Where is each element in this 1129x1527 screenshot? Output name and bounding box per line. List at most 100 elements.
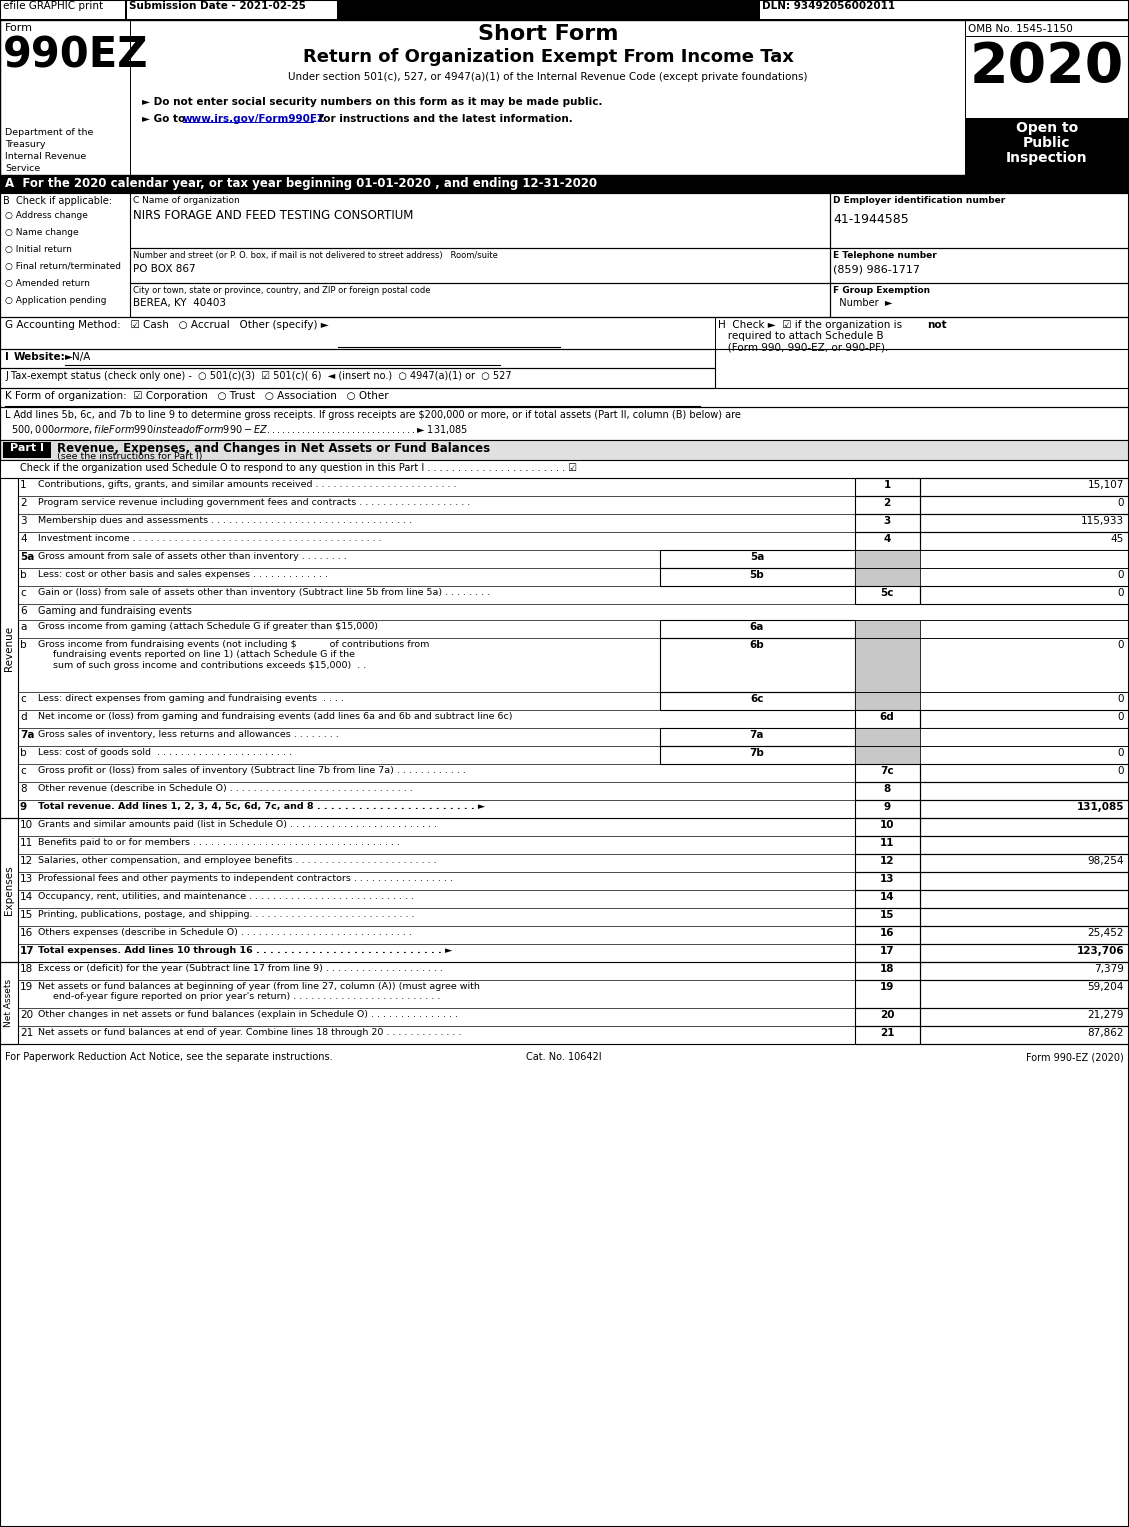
Text: Internal Revenue: Internal Revenue [5, 153, 86, 160]
Text: 0: 0 [1118, 588, 1124, 599]
Bar [855, 531, 920, 550]
Text: (859) 986-1717: (859) 986-1717 [833, 266, 920, 275]
Bar [130, 192, 830, 247]
Bar [660, 550, 855, 568]
Text: ○ Amended return: ○ Amended return [5, 279, 90, 289]
Text: Gross profit or (loss) from sales of inventory (Subtract line 7b from line 7a) .: Gross profit or (loss) from sales of inv… [38, 767, 466, 776]
Text: Submission Date - 2021-02-25: Submission Date - 2021-02-25 [129, 2, 306, 11]
Text: 115,933: 115,933 [1080, 516, 1124, 525]
Bar [855, 890, 920, 909]
Text: 16: 16 [879, 928, 894, 938]
Text: Open to: Open to [1016, 121, 1078, 134]
Text: b: b [20, 570, 27, 580]
Text: Revenue: Revenue [5, 626, 14, 670]
Text: 2: 2 [883, 498, 891, 508]
Text: Less: cost of goods sold  . . . . . . . . . . . . . . . . . . . . . . .: Less: cost of goods sold . . . . . . . .… [38, 748, 292, 757]
Bar [660, 568, 855, 586]
Bar [660, 728, 855, 747]
Bar [855, 944, 920, 962]
Text: 4: 4 [20, 534, 27, 544]
Text: 0: 0 [1118, 748, 1124, 757]
Bar [920, 692, 1129, 710]
Text: 0: 0 [1118, 767, 1124, 776]
Text: Gain or (loss) from sale of assets other than inventory (Subtract line 5b from l: Gain or (loss) from sale of assets other… [38, 588, 490, 597]
Text: 7a: 7a [20, 730, 35, 741]
Bar [760, 2, 1128, 18]
Text: Investment income . . . . . . . . . . . . . . . . . . . . . . . . . . . . . . . : Investment income . . . . . . . . . . . … [38, 534, 382, 544]
Bar [130, 282, 830, 318]
Text: c: c [20, 693, 26, 704]
Bar [920, 478, 1129, 496]
Bar [855, 962, 920, 980]
Bar [126, 2, 336, 18]
Text: 1: 1 [883, 479, 891, 490]
Text: ○ Address change: ○ Address change [5, 211, 88, 220]
Bar [830, 192, 1129, 247]
Text: Public: Public [1023, 136, 1070, 150]
Bar [0, 962, 18, 1044]
Text: 3: 3 [20, 516, 27, 525]
Text: 0: 0 [1118, 693, 1124, 704]
Bar [855, 550, 920, 568]
Text: 0: 0 [1118, 712, 1124, 722]
Bar [920, 980, 1129, 1008]
Bar [920, 962, 1129, 980]
Bar [0, 176, 1129, 192]
Text: Gaming and fundraising events: Gaming and fundraising events [38, 606, 192, 615]
Text: OMB No. 1545-1150: OMB No. 1545-1150 [968, 24, 1073, 34]
Text: Net Assets: Net Assets [5, 979, 14, 1028]
Text: 14: 14 [20, 892, 33, 902]
Text: 11: 11 [879, 838, 894, 847]
Bar [920, 747, 1129, 764]
Text: Grants and similar amounts paid (list in Schedule O) . . . . . . . . . . . . . .: Grants and similar amounts paid (list in… [38, 820, 437, 829]
Text: H  Check ►  ☑ if the organization is: H Check ► ☑ if the organization is [718, 321, 905, 330]
Text: 2020: 2020 [970, 40, 1124, 95]
Text: 18: 18 [20, 964, 33, 974]
Text: 15: 15 [879, 910, 894, 919]
Bar [920, 496, 1129, 515]
Text: 45: 45 [1111, 534, 1124, 544]
Bar [855, 692, 920, 710]
Bar [920, 1008, 1129, 1026]
Text: 990EZ: 990EZ [3, 35, 149, 76]
Text: $500,000 or more, file Form 990 instead of Form 990-EZ . . . . . . . . . . . . .: $500,000 or more, file Form 990 instead … [5, 423, 469, 437]
Bar [0, 0, 1129, 20]
Text: Short Form: Short Form [478, 24, 619, 44]
Text: 7,379: 7,379 [1094, 964, 1124, 974]
Text: Under section 501(c), 527, or 4947(a)(1) of the Internal Revenue Code (except pr: Under section 501(c), 527, or 4947(a)(1)… [288, 72, 807, 82]
Bar [0, 388, 1129, 408]
Text: 5c: 5c [881, 588, 894, 599]
Bar [920, 1026, 1129, 1044]
Bar [855, 620, 920, 638]
Text: 87,862: 87,862 [1087, 1028, 1124, 1038]
Text: L Add lines 5b, 6c, and 7b to line 9 to determine gross receipts. If gross recei: L Add lines 5b, 6c, and 7b to line 9 to … [5, 411, 741, 420]
Bar [855, 980, 920, 1008]
Bar [855, 764, 920, 782]
Bar [0, 478, 18, 818]
Text: ○ Name change: ○ Name change [5, 228, 79, 237]
Text: B  Check if applicable:: B Check if applicable: [3, 195, 112, 206]
Bar [855, 728, 920, 747]
Text: Inspection: Inspection [1006, 151, 1088, 165]
Text: 25,452: 25,452 [1087, 928, 1124, 938]
Text: Contributions, gifts, grants, and similar amounts received . . . . . . . . . . .: Contributions, gifts, grants, and simila… [38, 479, 456, 489]
Text: 10: 10 [879, 820, 894, 831]
Text: 6c: 6c [751, 693, 763, 704]
Text: 2: 2 [20, 498, 27, 508]
Text: 14: 14 [879, 892, 894, 902]
Text: 7b: 7b [750, 748, 764, 757]
Text: E Telephone number: E Telephone number [833, 250, 937, 260]
Text: D Employer identification number: D Employer identification number [833, 195, 1005, 205]
Text: b: b [20, 748, 27, 757]
Bar [855, 710, 920, 728]
Text: ► Do not enter social security numbers on this form as it may be made public.: ► Do not enter social security numbers o… [142, 98, 603, 107]
Bar [920, 925, 1129, 944]
Text: Gross amount from sale of assets other than inventory . . . . . . . .: Gross amount from sale of assets other t… [38, 551, 347, 560]
Bar [920, 515, 1129, 531]
Bar [965, 118, 1129, 176]
Bar [660, 638, 855, 692]
Bar [0, 818, 18, 962]
Text: 20: 20 [20, 1009, 33, 1020]
Text: 5a: 5a [20, 551, 34, 562]
Text: a: a [20, 621, 26, 632]
